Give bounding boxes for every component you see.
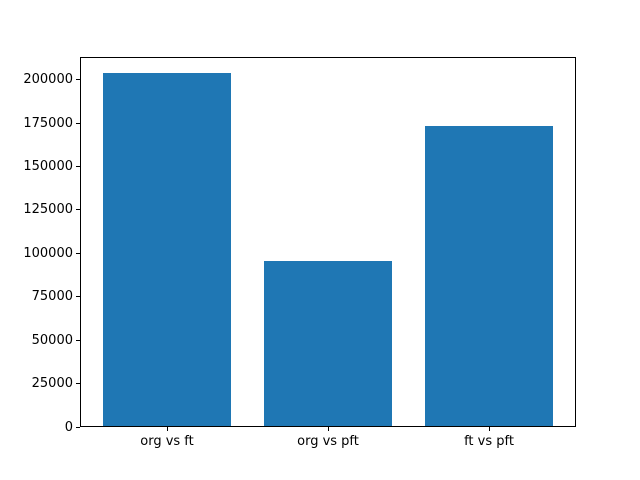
y-tick-label: 100000: [23, 245, 73, 261]
x-tick-mark: [327, 427, 329, 431]
y-tick-label: 150000: [23, 158, 73, 174]
bar-ft-vs-pft: [424, 126, 554, 426]
y-tick-label: 50000: [31, 332, 73, 348]
y-tick-mark: [76, 122, 80, 124]
bar-org-vs-ft: [102, 73, 232, 426]
x-tick-mark: [488, 427, 490, 431]
y-tick-label: 25000: [31, 376, 73, 392]
y-tick-mark: [76, 79, 80, 81]
y-tick-label: 75000: [31, 289, 73, 305]
y-tick-mark: [76, 339, 80, 341]
y-tick-label: 0: [64, 419, 73, 435]
y-tick-mark: [76, 252, 80, 254]
y-tick-label: 125000: [23, 202, 73, 218]
x-tick-label: org vs pft: [297, 434, 359, 449]
bar-org-vs-pft: [263, 261, 393, 426]
x-tick-label: org vs ft: [140, 434, 194, 449]
plot-area: [80, 57, 576, 427]
y-tick-mark: [76, 209, 80, 211]
x-tick-label: ft vs pft: [464, 434, 514, 449]
y-tick-mark: [76, 296, 80, 298]
y-tick-mark: [76, 426, 80, 428]
x-tick-mark: [166, 427, 168, 431]
y-tick-label: 200000: [23, 72, 73, 88]
y-tick-mark: [76, 383, 80, 385]
y-tick-label: 175000: [23, 115, 73, 131]
y-tick-mark: [76, 165, 80, 167]
